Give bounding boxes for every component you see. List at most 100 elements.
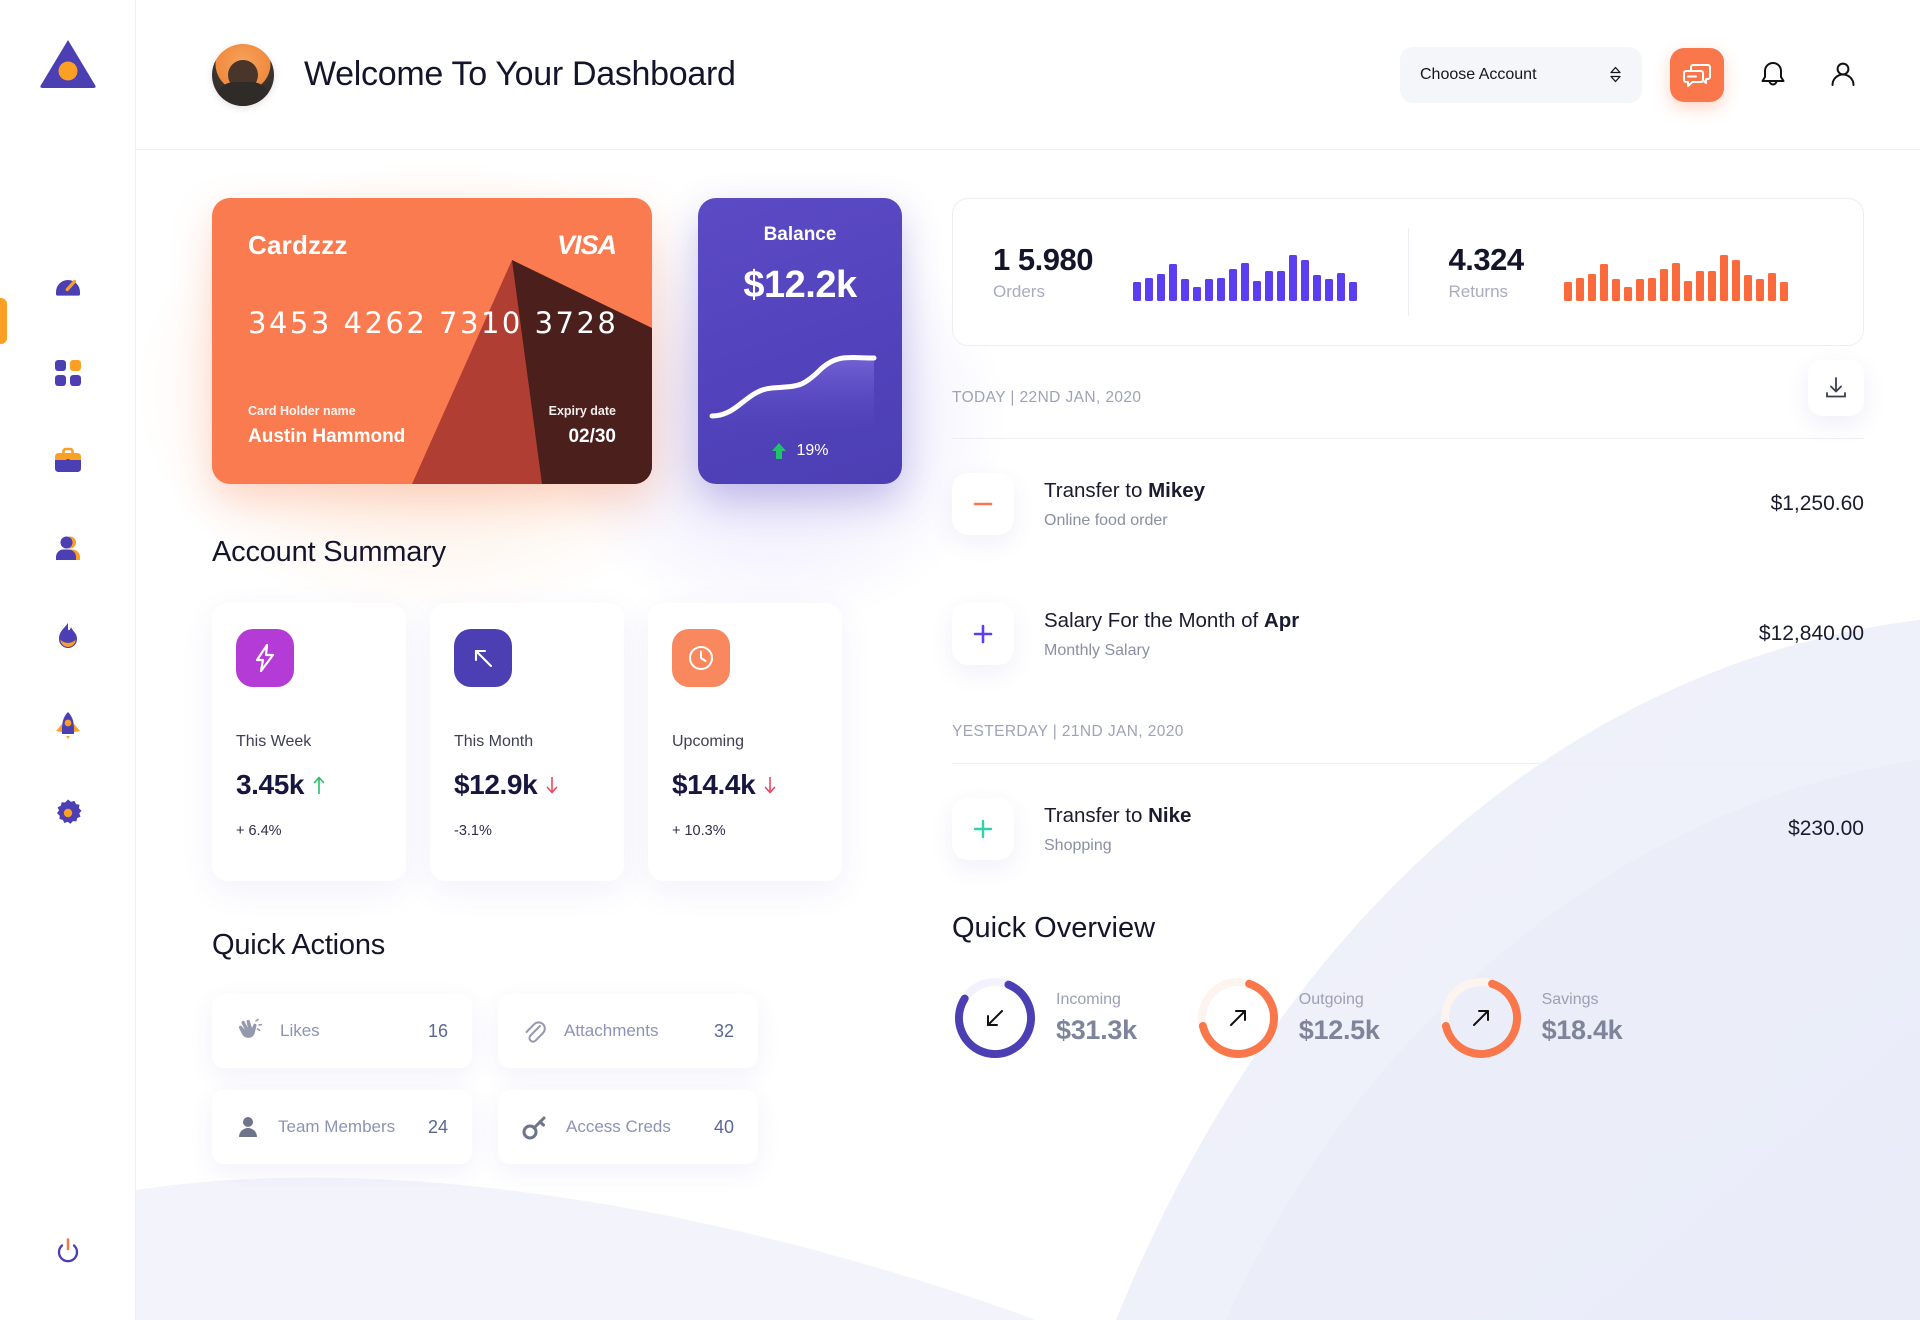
transactions-today: TODAY | 22ND JAN, 2020 xyxy=(952,360,1864,699)
chart-bar xyxy=(1743,274,1752,301)
quick-action-label: Attachments xyxy=(564,1021,659,1040)
chart-bar xyxy=(1300,260,1309,301)
chart-bar xyxy=(1132,281,1141,301)
card-holder-name: Austin Hammond xyxy=(248,426,406,447)
chart-bar xyxy=(1623,286,1632,301)
overview-outgoing[interactable]: Outgoing $12.5k xyxy=(1195,975,1380,1061)
chart-bar xyxy=(1336,273,1345,301)
sidebar-item-apps[interactable] xyxy=(45,350,91,396)
quick-action-likes[interactable]: Likes 16 xyxy=(212,994,472,1068)
quick-actions-title: Quick Actions xyxy=(212,929,386,961)
grid-icon xyxy=(54,360,81,386)
quick-action-count: 24 xyxy=(427,1116,448,1137)
power-icon xyxy=(57,1238,78,1263)
plus-icon xyxy=(973,624,993,644)
transaction-row[interactable]: Transfer to Mikey Online food order $1,2… xyxy=(952,439,1864,569)
chart-bar xyxy=(1599,264,1608,301)
person-icon xyxy=(1831,62,1855,86)
briefcase-icon xyxy=(54,447,81,472)
transaction-row[interactable]: Transfer to Nike Shopping $230.00 xyxy=(952,764,1864,894)
quick-actions-grid: Likes 16 Attachments 32 xyxy=(212,994,912,1164)
summary-card-value: $12.9k xyxy=(454,769,538,800)
arrow-up-icon xyxy=(313,776,325,794)
quick-action-access-creds[interactable]: Access Creds 40 xyxy=(498,1090,758,1164)
logout-button[interactable] xyxy=(53,1237,83,1272)
overview-value: $12.5k xyxy=(1298,1014,1380,1045)
transactions-date-label: TODAY | 22ND JAN, 2020 xyxy=(952,389,1142,406)
chart-bar xyxy=(1144,277,1153,301)
balance-card[interactable]: Balance $12.2k xyxy=(698,198,902,484)
quick-action-count: 40 xyxy=(713,1116,734,1137)
sidebar-item-dashboard[interactable] xyxy=(45,262,91,308)
notifications-button[interactable] xyxy=(1752,54,1794,96)
quick-action-label: Access Creds xyxy=(566,1117,671,1136)
avatar-body xyxy=(216,81,270,106)
app-logo[interactable] xyxy=(39,38,97,90)
transaction-icon-wrap xyxy=(952,798,1014,860)
summary-icon-wrap xyxy=(236,629,294,687)
summary-card-delta: + 10.3% xyxy=(672,823,726,839)
minus-icon xyxy=(973,502,993,506)
sidebar-nav xyxy=(45,262,91,836)
balance-sparkline xyxy=(709,354,877,432)
arrow-down-left-icon xyxy=(987,1010,1003,1026)
overview-label: Outgoing xyxy=(1298,990,1364,1008)
chart-bar xyxy=(1695,270,1704,301)
quick-action-team-members[interactable]: Team Members 24 xyxy=(212,1090,472,1164)
quick-action-count: 16 xyxy=(427,1020,448,1041)
sidebar-item-settings[interactable] xyxy=(45,790,91,836)
summary-card[interactable]: This Week 3.45k + 6.4% xyxy=(212,603,406,881)
chat-button[interactable] xyxy=(1670,47,1724,102)
sidebar-item-trending[interactable] xyxy=(45,614,91,660)
transaction-amount: $12,840.00 xyxy=(1758,622,1864,645)
overview-savings[interactable]: Savings $18.4k xyxy=(1438,975,1623,1061)
transaction-subtitle: Shopping xyxy=(1044,836,1112,854)
logo-icon xyxy=(39,40,96,88)
credit-card[interactable]: Cardzzz VISA 3453 4262 7310 3728 Card Ho… xyxy=(212,198,652,484)
key-icon xyxy=(522,1116,546,1140)
stats-divider xyxy=(1407,228,1409,316)
arrow-down-icon xyxy=(546,777,558,794)
chart-bar xyxy=(1755,278,1764,301)
chart-bar xyxy=(1659,269,1668,301)
sidebar-item-profile[interactable] xyxy=(45,526,91,572)
overview-value: $18.4k xyxy=(1541,1014,1623,1045)
balance-title: Balance xyxy=(763,224,837,245)
summary-card[interactable]: Upcoming $14.4k + 10.3% xyxy=(648,603,842,881)
chart-bar xyxy=(1671,262,1680,301)
chart-bar xyxy=(1168,264,1177,301)
chart-bar xyxy=(1587,273,1596,301)
summary-icon-wrap xyxy=(672,629,730,687)
card-network-logo: VISA xyxy=(556,230,617,260)
summary-card-value: $14.4k xyxy=(672,769,756,800)
stat-returns-label: Returns xyxy=(1448,282,1509,301)
account-summary-cards: This Week 3.45k + 6.4% xyxy=(212,603,912,881)
chart-bar xyxy=(1252,280,1261,301)
transactions-today-header: TODAY | 22ND JAN, 2020 xyxy=(952,360,1864,439)
chart-bar xyxy=(1156,273,1165,301)
summary-card-delta: -3.1% xyxy=(454,823,492,839)
chat-icon xyxy=(1683,63,1711,87)
returns-bar-chart xyxy=(1563,243,1788,301)
quick-action-attachments[interactable]: Attachments 32 xyxy=(498,994,758,1068)
chart-bar xyxy=(1611,278,1620,301)
account-select[interactable]: Choose Account xyxy=(1400,46,1642,103)
download-button[interactable] xyxy=(1808,360,1864,416)
top-header: Welcome To Your Dashboard Choose Account xyxy=(136,0,1920,150)
chart-bar xyxy=(1240,262,1249,301)
chart-bar xyxy=(1647,277,1656,301)
sidebar-active-indicator xyxy=(0,298,7,344)
sidebar-item-launch[interactable] xyxy=(45,702,91,748)
chart-bar xyxy=(1767,273,1776,301)
transactions-yesterday-header: YESTERDAY | 21ND JAN, 2020 xyxy=(952,723,1864,764)
left-column: Cardzzz VISA 3453 4262 7310 3728 Card Ho… xyxy=(212,198,912,1164)
card-expiry-label: Expiry date xyxy=(548,404,616,418)
chart-bar xyxy=(1719,254,1728,301)
sidebar-item-portfolio[interactable] xyxy=(45,438,91,484)
overview-incoming[interactable]: Incoming $31.3k xyxy=(952,975,1137,1061)
transaction-row[interactable]: Salary For the Month of Apr Monthly Sala… xyxy=(952,569,1864,699)
summary-card[interactable]: This Month $12.9k -3.1% xyxy=(430,603,624,881)
user-avatar[interactable] xyxy=(212,43,274,106)
profile-button[interactable] xyxy=(1822,54,1864,96)
